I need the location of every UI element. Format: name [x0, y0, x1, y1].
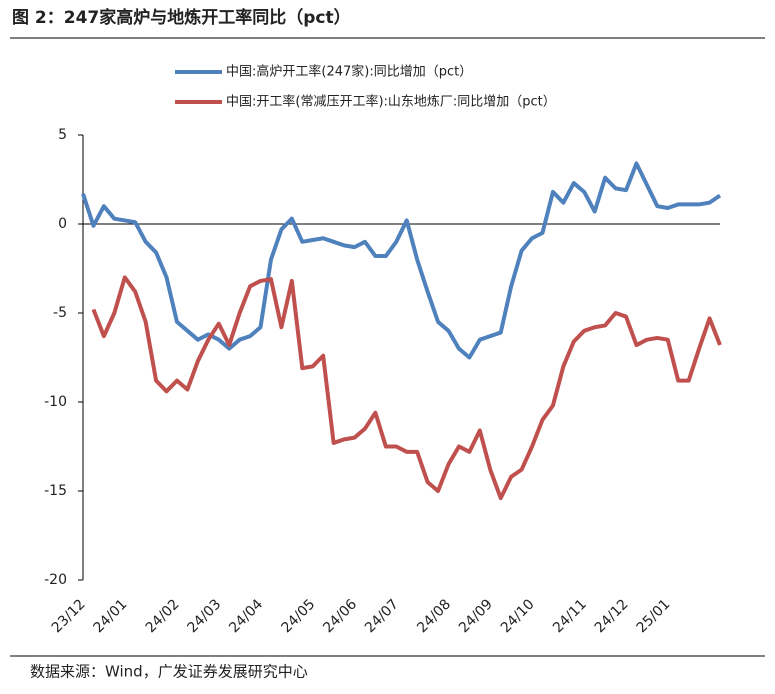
x-tick-label: 24/08	[414, 596, 454, 636]
x-tick-label: 24/02	[143, 596, 183, 636]
x-tick-label: 25/01	[634, 596, 674, 636]
x-tick-label: 24/10	[498, 596, 538, 636]
title: 图 2：247家高炉与地炼开工率同比（pct）	[12, 7, 351, 28]
y-tick-label: 0	[58, 216, 67, 232]
line-series	[91, 275, 722, 501]
line-series	[81, 161, 722, 360]
x-tick-label: 24/09	[456, 596, 496, 636]
y-tick-label: -20	[44, 572, 67, 588]
legend-label: 中国:高炉开工率(247家):同比增加（pct）	[226, 64, 472, 80]
source: 数据来源：Wind，广发证券发展研究中心	[30, 663, 308, 681]
x-tick-label: 24/11	[550, 596, 590, 636]
x-tick-label: 24/06	[320, 596, 360, 636]
x-tick-label: 23/12	[49, 596, 89, 636]
x-tick-label: 24/07	[362, 596, 402, 636]
legend-label: 中国:开工率(常减压开工率):山东地炼厂:同比增加（pct）	[226, 94, 556, 110]
y-tick-label: 5	[58, 127, 67, 143]
x-tick-label: 24/05	[279, 596, 319, 636]
x-tick-label: 24/03	[185, 596, 225, 636]
y-tick-label: -15	[44, 483, 67, 499]
x-tick-label: 24/01	[91, 596, 131, 636]
y-tick-label: -5	[53, 305, 67, 321]
x-tick-label: 24/12	[592, 596, 632, 636]
y-tick-label: -10	[44, 394, 67, 410]
x-tick-label: 24/04	[226, 596, 266, 636]
